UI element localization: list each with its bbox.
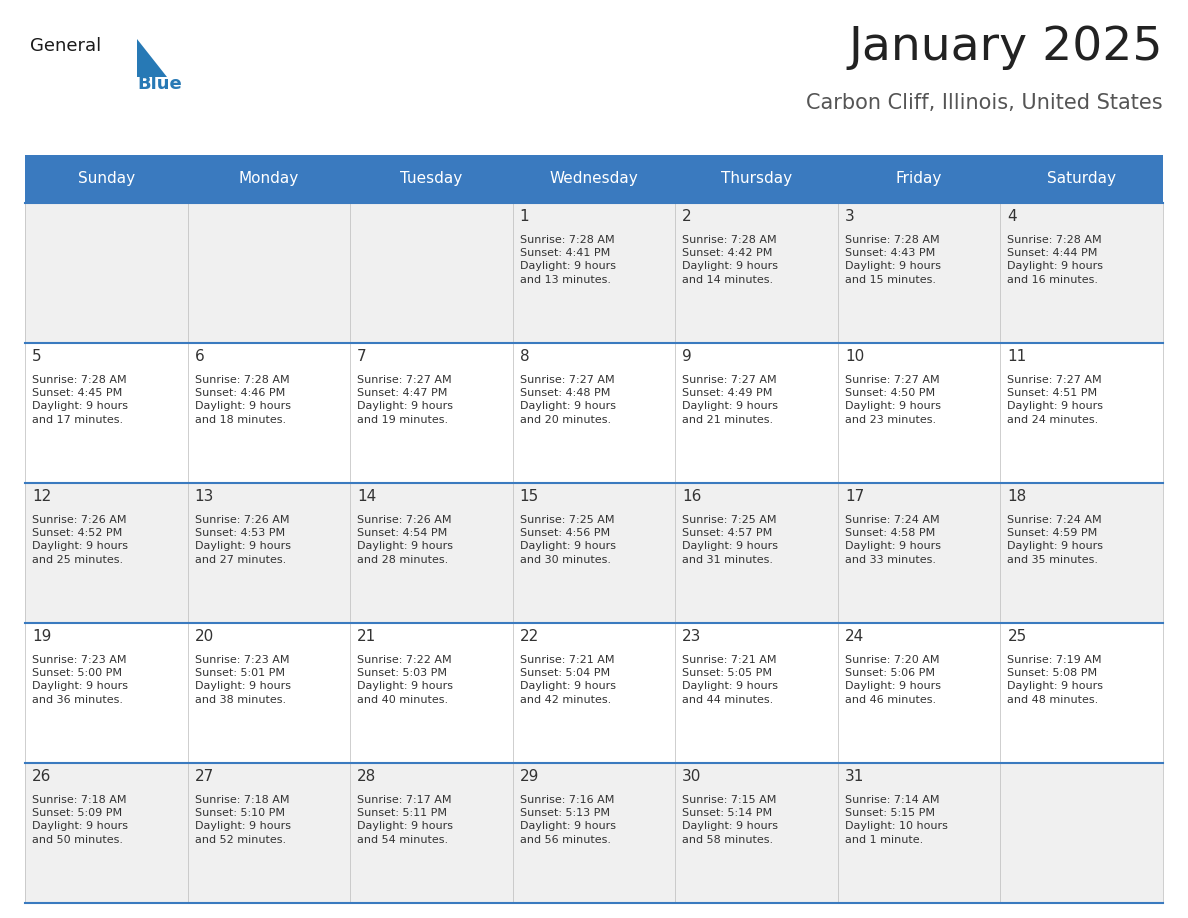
Text: Blue: Blue bbox=[137, 75, 182, 93]
Text: 31: 31 bbox=[845, 769, 864, 784]
Text: Sunrise: 7:25 AM
Sunset: 4:57 PM
Daylight: 9 hours
and 31 minutes.: Sunrise: 7:25 AM Sunset: 4:57 PM Dayligh… bbox=[682, 515, 778, 565]
Text: 9: 9 bbox=[682, 349, 693, 364]
Text: 1: 1 bbox=[519, 209, 530, 224]
Text: 30: 30 bbox=[682, 769, 702, 784]
Text: Sunrise: 7:26 AM
Sunset: 4:54 PM
Daylight: 9 hours
and 28 minutes.: Sunrise: 7:26 AM Sunset: 4:54 PM Dayligh… bbox=[358, 515, 453, 565]
Text: 27: 27 bbox=[195, 769, 214, 784]
Text: Sunrise: 7:27 AM
Sunset: 4:47 PM
Daylight: 9 hours
and 19 minutes.: Sunrise: 7:27 AM Sunset: 4:47 PM Dayligh… bbox=[358, 375, 453, 425]
Text: Sunrise: 7:27 AM
Sunset: 4:50 PM
Daylight: 9 hours
and 23 minutes.: Sunrise: 7:27 AM Sunset: 4:50 PM Dayligh… bbox=[845, 375, 941, 425]
Text: Sunrise: 7:27 AM
Sunset: 4:51 PM
Daylight: 9 hours
and 24 minutes.: Sunrise: 7:27 AM Sunset: 4:51 PM Dayligh… bbox=[1007, 375, 1104, 425]
Text: 6: 6 bbox=[195, 349, 204, 364]
Bar bbox=[25, 623, 1163, 763]
Text: 2: 2 bbox=[682, 209, 691, 224]
Text: Sunrise: 7:27 AM
Sunset: 4:49 PM
Daylight: 9 hours
and 21 minutes.: Sunrise: 7:27 AM Sunset: 4:49 PM Dayligh… bbox=[682, 375, 778, 425]
Text: 20: 20 bbox=[195, 629, 214, 644]
Bar bbox=[25, 483, 1163, 623]
Text: Sunrise: 7:19 AM
Sunset: 5:08 PM
Daylight: 9 hours
and 48 minutes.: Sunrise: 7:19 AM Sunset: 5:08 PM Dayligh… bbox=[1007, 655, 1104, 705]
Text: Tuesday: Tuesday bbox=[400, 172, 462, 186]
Text: Sunrise: 7:15 AM
Sunset: 5:14 PM
Daylight: 9 hours
and 58 minutes.: Sunrise: 7:15 AM Sunset: 5:14 PM Dayligh… bbox=[682, 795, 778, 845]
Text: Sunrise: 7:21 AM
Sunset: 5:05 PM
Daylight: 9 hours
and 44 minutes.: Sunrise: 7:21 AM Sunset: 5:05 PM Dayligh… bbox=[682, 655, 778, 705]
Text: Sunrise: 7:18 AM
Sunset: 5:10 PM
Daylight: 9 hours
and 52 minutes.: Sunrise: 7:18 AM Sunset: 5:10 PM Dayligh… bbox=[195, 795, 291, 845]
Text: 11: 11 bbox=[1007, 349, 1026, 364]
Text: 17: 17 bbox=[845, 489, 864, 504]
Text: 12: 12 bbox=[32, 489, 51, 504]
Text: 22: 22 bbox=[519, 629, 539, 644]
Text: Sunrise: 7:28 AM
Sunset: 4:45 PM
Daylight: 9 hours
and 17 minutes.: Sunrise: 7:28 AM Sunset: 4:45 PM Dayligh… bbox=[32, 375, 128, 425]
Text: Sunrise: 7:28 AM
Sunset: 4:43 PM
Daylight: 9 hours
and 15 minutes.: Sunrise: 7:28 AM Sunset: 4:43 PM Dayligh… bbox=[845, 235, 941, 285]
Bar bbox=[25, 155, 1163, 203]
Text: 15: 15 bbox=[519, 489, 539, 504]
Text: 21: 21 bbox=[358, 629, 377, 644]
Text: 29: 29 bbox=[519, 769, 539, 784]
Text: Sunrise: 7:28 AM
Sunset: 4:42 PM
Daylight: 9 hours
and 14 minutes.: Sunrise: 7:28 AM Sunset: 4:42 PM Dayligh… bbox=[682, 235, 778, 285]
Bar bbox=[25, 343, 1163, 483]
Text: 26: 26 bbox=[32, 769, 51, 784]
Text: Sunrise: 7:20 AM
Sunset: 5:06 PM
Daylight: 9 hours
and 46 minutes.: Sunrise: 7:20 AM Sunset: 5:06 PM Dayligh… bbox=[845, 655, 941, 705]
Text: 24: 24 bbox=[845, 629, 864, 644]
Text: 13: 13 bbox=[195, 489, 214, 504]
Text: 7: 7 bbox=[358, 349, 367, 364]
Text: General: General bbox=[30, 37, 101, 55]
Text: 16: 16 bbox=[682, 489, 702, 504]
Text: 28: 28 bbox=[358, 769, 377, 784]
Text: Saturday: Saturday bbox=[1047, 172, 1117, 186]
Text: Sunrise: 7:26 AM
Sunset: 4:52 PM
Daylight: 9 hours
and 25 minutes.: Sunrise: 7:26 AM Sunset: 4:52 PM Dayligh… bbox=[32, 515, 128, 565]
Text: Sunrise: 7:18 AM
Sunset: 5:09 PM
Daylight: 9 hours
and 50 minutes.: Sunrise: 7:18 AM Sunset: 5:09 PM Dayligh… bbox=[32, 795, 128, 845]
Text: Sunrise: 7:25 AM
Sunset: 4:56 PM
Daylight: 9 hours
and 30 minutes.: Sunrise: 7:25 AM Sunset: 4:56 PM Dayligh… bbox=[519, 515, 615, 565]
Text: Sunrise: 7:21 AM
Sunset: 5:04 PM
Daylight: 9 hours
and 42 minutes.: Sunrise: 7:21 AM Sunset: 5:04 PM Dayligh… bbox=[519, 655, 615, 705]
Text: Sunday: Sunday bbox=[77, 172, 135, 186]
Text: Sunrise: 7:16 AM
Sunset: 5:13 PM
Daylight: 9 hours
and 56 minutes.: Sunrise: 7:16 AM Sunset: 5:13 PM Dayligh… bbox=[519, 795, 615, 845]
Text: 14: 14 bbox=[358, 489, 377, 504]
Text: Monday: Monday bbox=[239, 172, 299, 186]
Text: Sunrise: 7:22 AM
Sunset: 5:03 PM
Daylight: 9 hours
and 40 minutes.: Sunrise: 7:22 AM Sunset: 5:03 PM Dayligh… bbox=[358, 655, 453, 705]
Text: 3: 3 bbox=[845, 209, 854, 224]
Text: Wednesday: Wednesday bbox=[550, 172, 638, 186]
Text: Sunrise: 7:27 AM
Sunset: 4:48 PM
Daylight: 9 hours
and 20 minutes.: Sunrise: 7:27 AM Sunset: 4:48 PM Dayligh… bbox=[519, 375, 615, 425]
Polygon shape bbox=[137, 39, 168, 77]
Text: 18: 18 bbox=[1007, 489, 1026, 504]
Text: 10: 10 bbox=[845, 349, 864, 364]
Text: Sunrise: 7:24 AM
Sunset: 4:59 PM
Daylight: 9 hours
and 35 minutes.: Sunrise: 7:24 AM Sunset: 4:59 PM Dayligh… bbox=[1007, 515, 1104, 565]
Text: 5: 5 bbox=[32, 349, 42, 364]
Text: Sunrise: 7:28 AM
Sunset: 4:44 PM
Daylight: 9 hours
and 16 minutes.: Sunrise: 7:28 AM Sunset: 4:44 PM Dayligh… bbox=[1007, 235, 1104, 285]
Text: Carbon Cliff, Illinois, United States: Carbon Cliff, Illinois, United States bbox=[807, 93, 1163, 113]
Bar bbox=[25, 763, 1163, 903]
Text: 4: 4 bbox=[1007, 209, 1017, 224]
Text: Friday: Friday bbox=[896, 172, 942, 186]
Text: Sunrise: 7:17 AM
Sunset: 5:11 PM
Daylight: 9 hours
and 54 minutes.: Sunrise: 7:17 AM Sunset: 5:11 PM Dayligh… bbox=[358, 795, 453, 845]
Text: Sunrise: 7:28 AM
Sunset: 4:41 PM
Daylight: 9 hours
and 13 minutes.: Sunrise: 7:28 AM Sunset: 4:41 PM Dayligh… bbox=[519, 235, 615, 285]
Text: Sunrise: 7:23 AM
Sunset: 5:00 PM
Daylight: 9 hours
and 36 minutes.: Sunrise: 7:23 AM Sunset: 5:00 PM Dayligh… bbox=[32, 655, 128, 705]
Text: January 2025: January 2025 bbox=[848, 25, 1163, 70]
Text: Sunrise: 7:24 AM
Sunset: 4:58 PM
Daylight: 9 hours
and 33 minutes.: Sunrise: 7:24 AM Sunset: 4:58 PM Dayligh… bbox=[845, 515, 941, 565]
Text: Sunrise: 7:14 AM
Sunset: 5:15 PM
Daylight: 10 hours
and 1 minute.: Sunrise: 7:14 AM Sunset: 5:15 PM Dayligh… bbox=[845, 795, 948, 845]
Text: Sunrise: 7:23 AM
Sunset: 5:01 PM
Daylight: 9 hours
and 38 minutes.: Sunrise: 7:23 AM Sunset: 5:01 PM Dayligh… bbox=[195, 655, 291, 705]
Text: Thursday: Thursday bbox=[721, 172, 792, 186]
Text: 19: 19 bbox=[32, 629, 51, 644]
Text: 23: 23 bbox=[682, 629, 702, 644]
Bar bbox=[25, 203, 1163, 343]
Text: 8: 8 bbox=[519, 349, 530, 364]
Text: Sunrise: 7:28 AM
Sunset: 4:46 PM
Daylight: 9 hours
and 18 minutes.: Sunrise: 7:28 AM Sunset: 4:46 PM Dayligh… bbox=[195, 375, 291, 425]
Text: 25: 25 bbox=[1007, 629, 1026, 644]
Text: Sunrise: 7:26 AM
Sunset: 4:53 PM
Daylight: 9 hours
and 27 minutes.: Sunrise: 7:26 AM Sunset: 4:53 PM Dayligh… bbox=[195, 515, 291, 565]
